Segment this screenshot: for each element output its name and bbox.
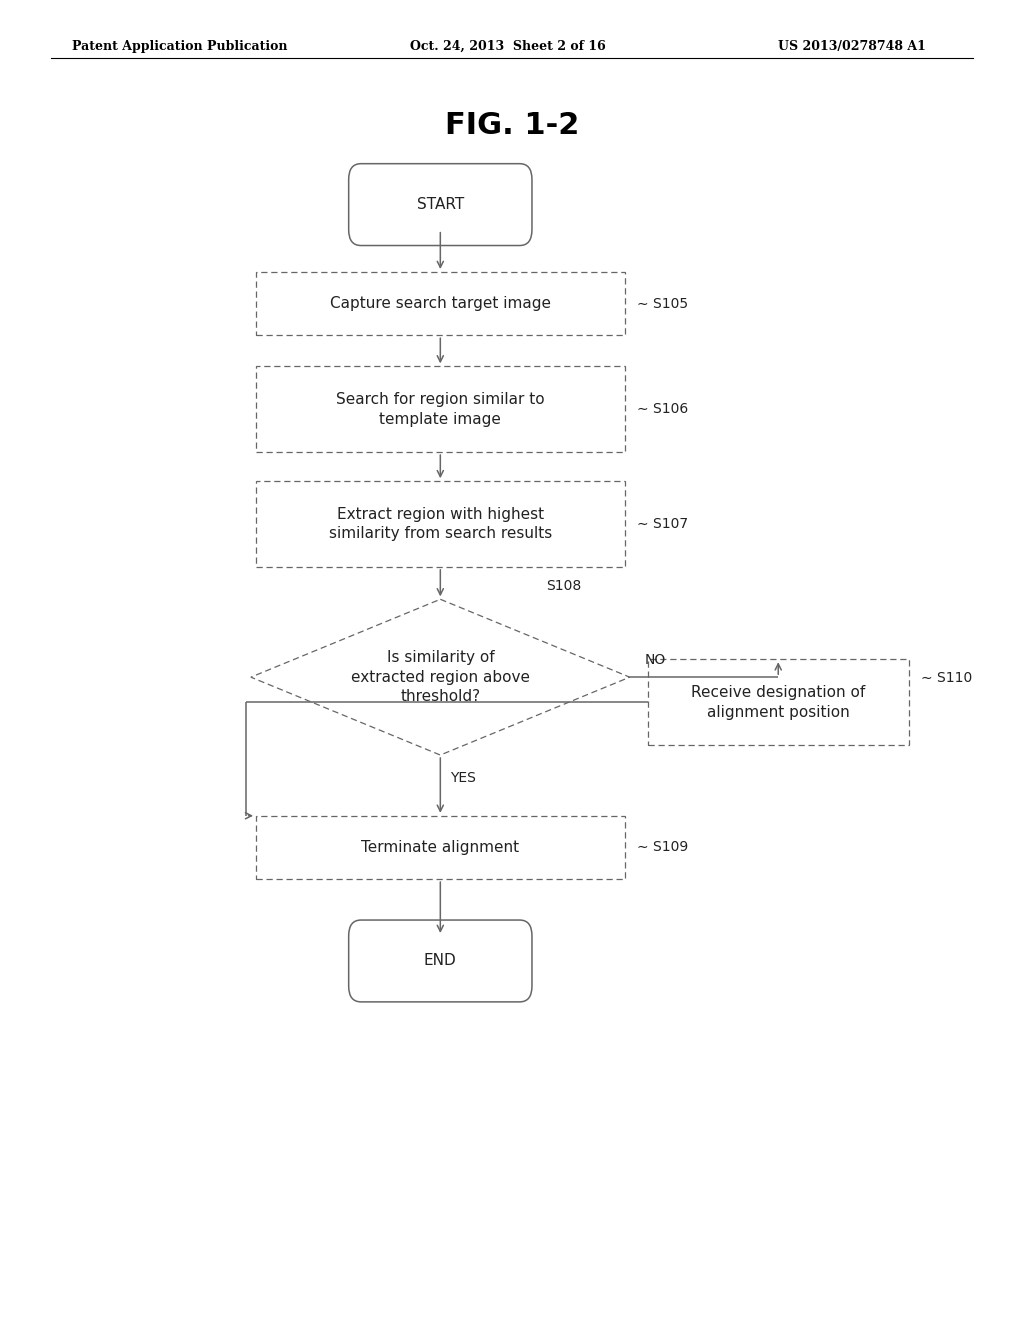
Text: Terminate alignment: Terminate alignment: [361, 840, 519, 855]
Text: Extract region with highest
similarity from search results: Extract region with highest similarity f…: [329, 507, 552, 541]
FancyBboxPatch shape: [256, 272, 625, 335]
Text: ∼ S105: ∼ S105: [637, 297, 688, 310]
Text: Patent Application Publication: Patent Application Publication: [72, 40, 287, 53]
Text: Capture search target image: Capture search target image: [330, 296, 551, 312]
Text: YES: YES: [451, 771, 476, 785]
Polygon shape: [251, 599, 630, 755]
FancyBboxPatch shape: [256, 816, 625, 879]
FancyBboxPatch shape: [348, 164, 532, 246]
Text: ∼ S109: ∼ S109: [637, 841, 688, 854]
Text: ∼ S107: ∼ S107: [637, 517, 688, 531]
FancyBboxPatch shape: [348, 920, 532, 1002]
Text: FIG. 1-2: FIG. 1-2: [444, 111, 580, 140]
Text: Search for region similar to
template image: Search for region similar to template im…: [336, 392, 545, 426]
Text: S108: S108: [547, 578, 582, 593]
Text: Oct. 24, 2013  Sheet 2 of 16: Oct. 24, 2013 Sheet 2 of 16: [410, 40, 605, 53]
FancyBboxPatch shape: [256, 482, 625, 568]
FancyBboxPatch shape: [256, 367, 625, 451]
Text: START: START: [417, 197, 464, 213]
Text: Receive designation of
alignment position: Receive designation of alignment positio…: [691, 685, 865, 719]
Text: US 2013/0278748 A1: US 2013/0278748 A1: [778, 40, 926, 53]
FancyBboxPatch shape: [648, 660, 909, 744]
Text: Is similarity of
extracted region above
threshold?: Is similarity of extracted region above …: [351, 649, 529, 705]
Text: ∼ S110: ∼ S110: [922, 672, 973, 685]
Text: NO: NO: [645, 652, 667, 667]
Text: ∼ S106: ∼ S106: [637, 403, 688, 416]
Text: END: END: [424, 953, 457, 969]
